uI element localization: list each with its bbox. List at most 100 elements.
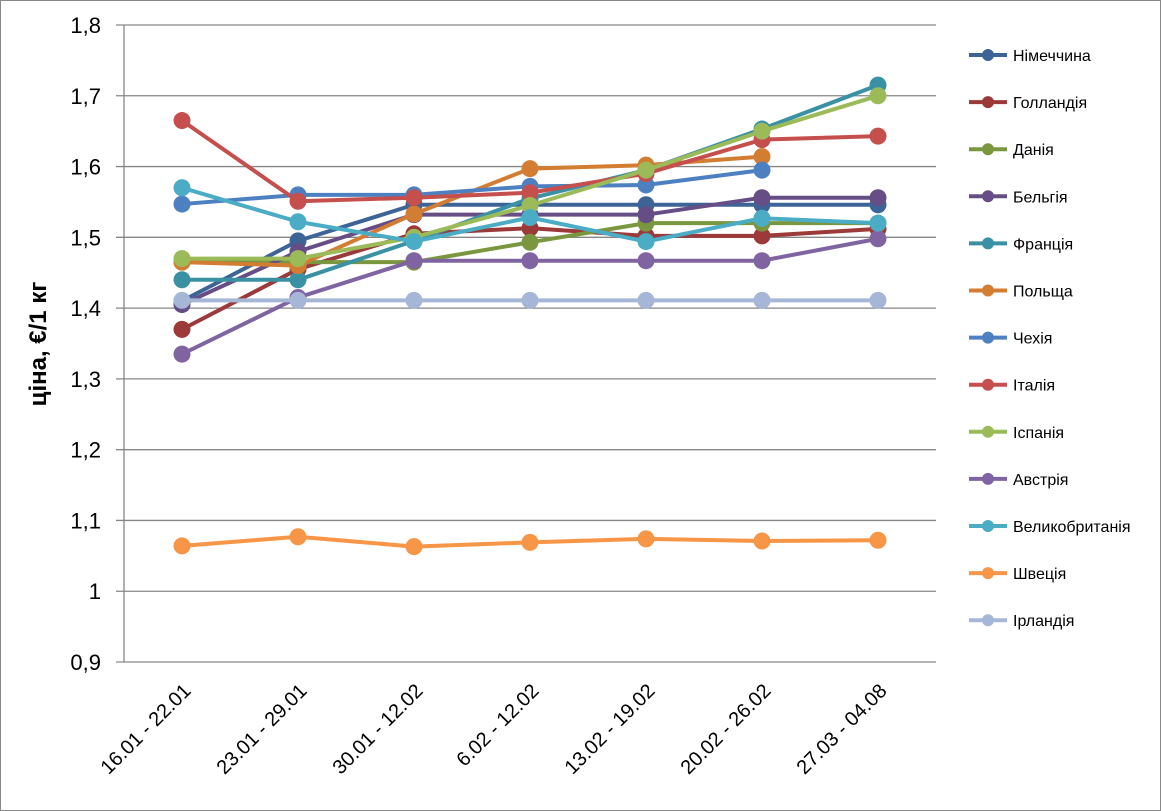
legend-marker xyxy=(982,143,994,156)
data-point xyxy=(289,250,307,268)
data-point xyxy=(637,291,655,309)
data-point xyxy=(173,320,191,338)
series-10 xyxy=(173,179,887,251)
data-point xyxy=(637,233,655,251)
data-point xyxy=(173,195,191,213)
data-point xyxy=(521,184,539,202)
legend-item: Швеція xyxy=(969,566,1066,583)
legend-marker xyxy=(982,49,994,61)
data-point xyxy=(753,252,771,270)
data-point xyxy=(521,252,539,270)
data-point xyxy=(753,532,771,550)
data-point xyxy=(637,530,655,548)
data-point xyxy=(753,161,771,179)
series-11 xyxy=(173,528,887,556)
x-tick-label: 27.03 - 04.08 xyxy=(793,680,892,779)
y-tick-label: 1,5 xyxy=(70,225,101,250)
legend-marker xyxy=(982,520,994,532)
series-line xyxy=(181,168,763,207)
legend-item: Ірландія xyxy=(969,613,1074,630)
data-point xyxy=(173,179,191,197)
legend-label: Швеція xyxy=(1013,566,1066,583)
data-point xyxy=(405,233,423,251)
legend-item: Данія xyxy=(969,142,1054,159)
y-tick-label: 1,6 xyxy=(70,155,101,180)
data-point xyxy=(173,345,191,363)
data-point xyxy=(521,233,539,251)
data-point xyxy=(405,252,423,270)
y-tick-label: 1 xyxy=(89,579,101,604)
x-tick-label: 13.02 - 19.02 xyxy=(561,680,660,779)
data-point xyxy=(289,213,307,231)
legend-label: Франція xyxy=(1013,236,1073,253)
data-point xyxy=(173,537,191,555)
x-tick-label: 20.02 - 26.02 xyxy=(677,680,776,779)
data-point xyxy=(289,192,307,210)
data-point xyxy=(405,538,423,556)
legend-label: Чехія xyxy=(1013,331,1052,348)
data-point xyxy=(753,189,771,207)
data-point xyxy=(521,291,539,309)
data-point xyxy=(637,252,655,270)
legend-marker xyxy=(982,96,994,109)
legend-label: Іспанія xyxy=(1013,425,1064,442)
data-point xyxy=(869,531,887,549)
legend-marker xyxy=(982,425,994,438)
legend-label: Польща xyxy=(1013,284,1073,301)
y-tick-label: 1,2 xyxy=(70,438,101,463)
x-tick-label: 23.01 - 29.01 xyxy=(213,680,312,779)
legend-label: Ірландія xyxy=(1013,613,1074,630)
legend-label: Голландія xyxy=(1013,95,1087,112)
legend-marker xyxy=(982,237,994,250)
data-point xyxy=(637,161,655,179)
data-point xyxy=(869,87,887,105)
legend-item: Польща xyxy=(969,284,1073,301)
legend-marker xyxy=(982,567,994,580)
data-point xyxy=(521,160,539,178)
legend-item: Італія xyxy=(969,378,1055,395)
data-point xyxy=(289,528,307,546)
data-point xyxy=(637,206,655,224)
data-point xyxy=(869,214,887,232)
legend-marker xyxy=(982,331,994,344)
data-point xyxy=(753,209,771,227)
data-point xyxy=(173,291,191,309)
data-point xyxy=(521,196,539,214)
x-tick-label: 30.01 - 12.02 xyxy=(329,680,428,779)
data-point xyxy=(289,291,307,309)
data-point xyxy=(521,209,539,227)
data-point xyxy=(869,230,887,248)
legend-label: Австрія xyxy=(1013,472,1068,489)
y-tick-label: 1,8 xyxy=(70,13,101,38)
x-tick-label: 6.02 - 12.02 xyxy=(452,680,543,771)
data-point xyxy=(521,533,539,551)
data-point xyxy=(869,127,887,145)
legend-marker xyxy=(982,614,994,627)
legend-item: Німеччина xyxy=(969,48,1091,65)
data-point xyxy=(753,227,771,245)
data-point xyxy=(405,205,423,223)
legend-label: Данія xyxy=(1013,142,1054,159)
y-tick-label: 1,7 xyxy=(70,84,101,109)
y-tick-label: 1,1 xyxy=(70,508,101,533)
series-12 xyxy=(173,291,887,309)
legend-item: Голландія xyxy=(969,95,1087,112)
y-axis-title: ціна, €/1 кг xyxy=(25,282,52,407)
y-tick-label: 1,4 xyxy=(70,296,101,321)
data-point xyxy=(753,122,771,140)
data-point xyxy=(869,189,887,207)
legend-marker xyxy=(982,284,994,297)
legend-item: Австрія xyxy=(969,472,1068,489)
data-point xyxy=(173,112,191,130)
legend-item: Іспанія xyxy=(969,425,1064,442)
x-tick-label: 16.01 - 22.01 xyxy=(97,680,196,779)
legend-item: Чехія xyxy=(969,331,1052,348)
legend-item: Бельгія xyxy=(969,189,1068,206)
legend-label: Італія xyxy=(1013,378,1055,395)
data-point xyxy=(753,148,771,166)
legend-marker xyxy=(982,378,994,391)
data-point xyxy=(869,291,887,309)
data-point xyxy=(405,189,423,207)
